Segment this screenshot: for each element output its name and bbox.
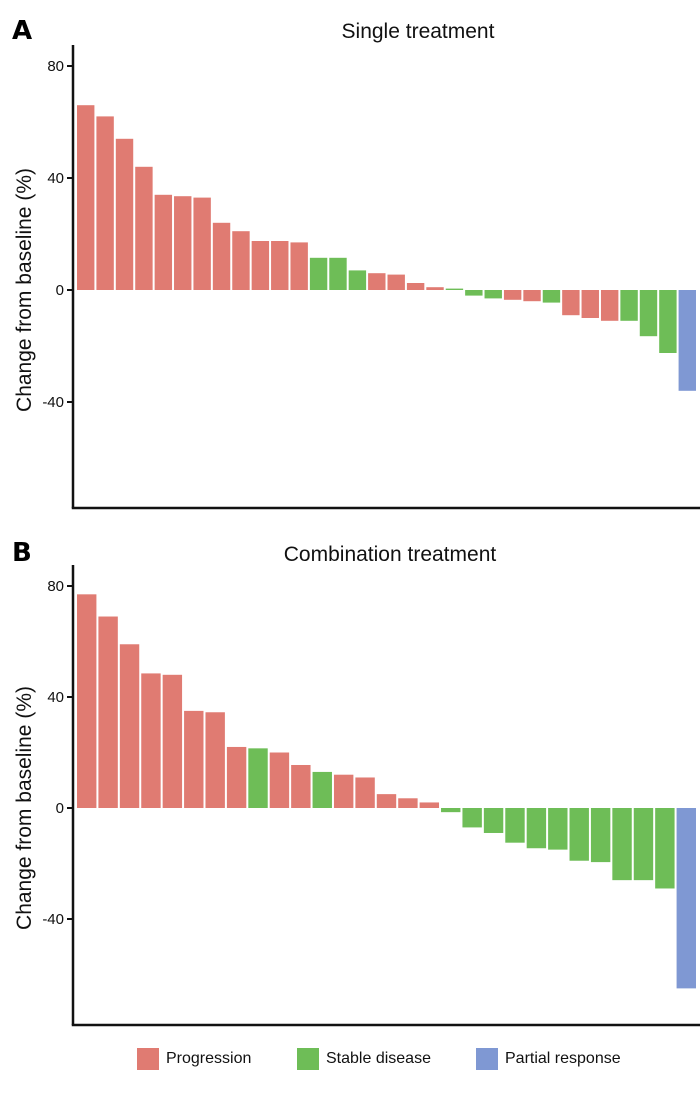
panel-a-bar-22 (484, 290, 502, 299)
panel-a-bar-32 (678, 290, 696, 391)
panel-b-bar-13 (333, 774, 354, 808)
panel-b-bar-18 (441, 808, 461, 813)
panel-a-bar-27 (581, 290, 599, 318)
panel-a-bar-7 (193, 197, 211, 290)
panel-a-bar-20 (445, 288, 464, 290)
panel-b-bar-3 (119, 644, 140, 808)
panel-a-bar-8 (212, 222, 231, 290)
panel-b-ytick-label-4: -40 (42, 911, 64, 928)
panel-a-bar-6 (174, 196, 192, 290)
panel-b-bar-28 (655, 808, 675, 889)
panel-a-bar-23 (503, 290, 522, 300)
panel-b-bar-12 (312, 771, 332, 808)
legend-item-partial-response: Partial response (476, 1048, 621, 1070)
panel-b-bar-26 (612, 808, 632, 881)
panel-a-bar-15 (348, 270, 367, 290)
panel-b-bar-7 (205, 712, 225, 808)
panel-a-bar-14 (329, 257, 347, 290)
panel-b-bar-15 (376, 794, 397, 809)
legend-label-stable-disease: Stable disease (326, 1050, 431, 1067)
panel-a-bar-31 (659, 290, 677, 353)
panel-a-bar-3 (115, 138, 134, 290)
panel-b-bar-8 (226, 746, 247, 808)
panel-b-bar-23 (548, 808, 568, 850)
legend-item-progression: Progression (137, 1048, 251, 1070)
panel-a-bar-21 (465, 290, 483, 296)
panel-b-bar-6 (184, 710, 204, 809)
panel-a-bar-19 (426, 287, 444, 290)
panel-a-bar-30 (639, 290, 658, 337)
panel-a-label: A (12, 16, 33, 46)
panel-a-bar-4 (135, 166, 153, 290)
panel-a-bar-2 (96, 116, 114, 291)
panel-a-bar-1 (77, 105, 95, 290)
panel-b-bar-27 (633, 808, 654, 881)
legend-label-progression: Progression (166, 1050, 252, 1067)
panel-b-bar-1 (77, 594, 97, 808)
legend-swatch-progression (137, 1048, 159, 1070)
panel-a-ylabel: Change from baseline (%) (13, 168, 36, 412)
panel-b-ytick-label-1: 80 (47, 578, 64, 595)
panel-b-title: Combination treatment (283, 543, 497, 566)
panel-b-bar-17 (419, 802, 440, 808)
panel-a-ytick-label-3: 0 (56, 282, 64, 299)
panel-a-bar-13 (309, 257, 328, 290)
panel-a-bar-25 (542, 290, 561, 303)
panel-b-bar-29 (676, 808, 696, 989)
panel-b-bar-24 (569, 808, 589, 861)
panel-b-bar-4 (141, 673, 161, 808)
panel-b-ylabel: Change from baseline (%) (13, 686, 36, 930)
panel-b-bar-11 (291, 764, 311, 808)
panel-a-bar-17 (387, 274, 405, 290)
panel-a-bar-12 (290, 242, 308, 290)
panel-a-bar-11 (271, 241, 289, 290)
panel-b-bar-2 (98, 616, 118, 808)
panel-b-bar-21 (505, 808, 525, 843)
panel-a-ytick-label-4: -40 (42, 394, 64, 411)
panel-a-bar-24 (523, 290, 541, 302)
panel-b-label: B (12, 538, 32, 568)
panel-a-bar-16 (368, 273, 386, 290)
panel-b-bar-10 (269, 752, 290, 808)
panel-b-bar-16 (398, 798, 418, 808)
panel-b-ytick-label-2: 40 (47, 689, 64, 706)
panel-a-bar-18 (406, 283, 425, 290)
legend: Progression Stable disease Partial respo… (0, 1040, 700, 1080)
legend-item-stable-disease: Stable disease (297, 1048, 431, 1070)
panel-b-ytick-label-3: 0 (56, 800, 64, 817)
panel-a-bar-29 (620, 290, 638, 321)
panel-b-bar-5 (162, 674, 183, 808)
panel-b-bar-20 (483, 808, 504, 833)
legend-label-partial-response: Partial response (505, 1050, 621, 1067)
panel-a-bar-9 (232, 231, 250, 290)
legend-swatch-partial-response (476, 1048, 498, 1070)
panel-b-bar-22 (526, 808, 547, 849)
panel-a-bar-10 (251, 241, 270, 290)
panel-a-bar-28 (600, 290, 619, 321)
panel-b-bar-19 (462, 808, 482, 828)
panel-a-bar-26 (562, 290, 580, 316)
legend-swatch-stable-disease (297, 1048, 319, 1070)
panel-a-title: Single treatment (341, 20, 495, 43)
panel-a-ytick-label-2: 40 (47, 170, 64, 187)
panel-a-ytick-label-1: 80 (47, 58, 64, 75)
panel-b-bar-25 (590, 808, 611, 863)
panel-b-bar-14 (355, 777, 375, 808)
panel-b-bar-9 (248, 748, 268, 808)
panel-a-bar-5 (154, 194, 173, 290)
